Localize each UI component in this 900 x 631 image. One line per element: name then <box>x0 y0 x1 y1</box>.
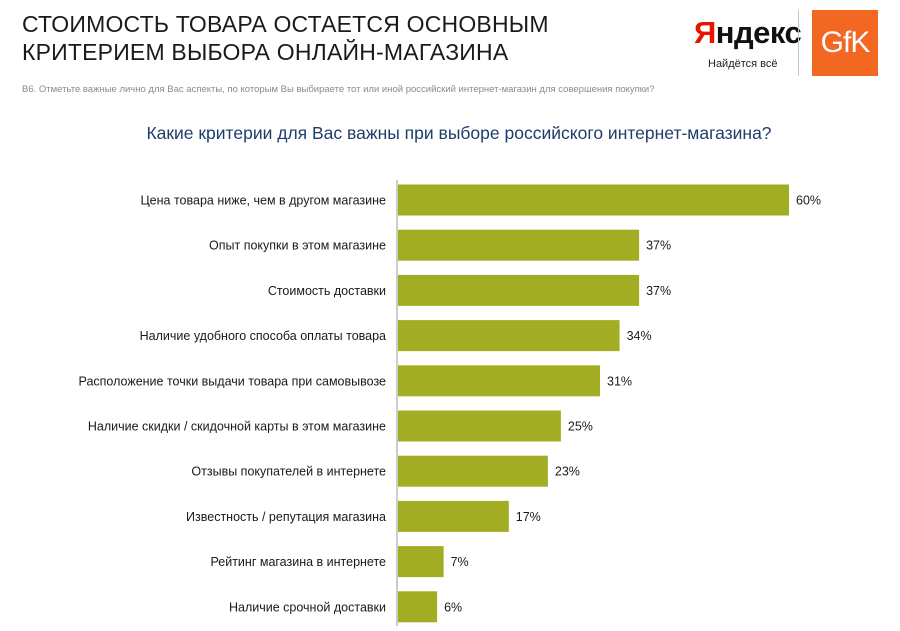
category-label: Наличие удобного способа оплаты товара <box>140 329 386 343</box>
bars-group: Цена товара ниже, чем в другом магазине 6… <box>79 184 821 623</box>
title-line-1: СТОИМОСТЬ ТОВАРА ОСТАЕТСЯ ОСНОВНЫМ <box>22 11 549 37</box>
category-label: Наличие скидки / скидочной карты в этом … <box>88 420 386 434</box>
question-note: B6. Отметьте важные лично для Вас аспект… <box>22 84 655 95</box>
yandex-first-letter: Я <box>694 15 716 50</box>
bar <box>398 274 640 306</box>
value-label: 23% <box>555 465 580 479</box>
slide-title: СТОИМОСТЬ ТОВАРА ОСТАЕТСЯ ОСНОВНЫМ КРИТЕ… <box>22 10 642 66</box>
yandex-tagline: Найдётся всё <box>708 58 778 70</box>
title-line-2: КРИТЕРИЕМ ВЫБОРА ОНЛАЙН-МАГАЗИНА <box>22 39 509 65</box>
value-label: 6% <box>444 600 462 614</box>
value-label: 34% <box>627 329 652 343</box>
category-label: Рейтинг магазина в интернете <box>210 555 386 569</box>
bar <box>398 320 620 352</box>
value-label: 25% <box>568 420 593 434</box>
value-label: 37% <box>646 239 671 253</box>
value-label: 31% <box>607 374 632 388</box>
bar <box>398 410 561 442</box>
category-label: Расположение точки выдачи товара при сам… <box>79 374 387 388</box>
bar <box>398 184 789 216</box>
value-label: 60% <box>796 194 821 208</box>
gfk-logo: GfK <box>812 10 878 76</box>
category-label: Наличие срочной доставки <box>229 600 386 614</box>
bar <box>398 229 640 261</box>
yandex-wordmark: Яндекс <box>694 15 802 51</box>
category-label: Стоимость доставки <box>268 284 386 298</box>
yandex-wordmark-rest: ндекс <box>715 15 802 50</box>
bar <box>398 546 444 578</box>
value-label: 37% <box>646 284 671 298</box>
chart-title: Какие критерии для Вас важны при выборе … <box>146 123 771 143</box>
category-label: Цена товара ниже, чем в другом магазине <box>140 194 386 208</box>
bar <box>398 365 601 397</box>
logo-divider <box>798 10 799 76</box>
value-label: 7% <box>451 555 469 569</box>
bar <box>398 500 509 532</box>
bar <box>398 591 438 623</box>
category-label: Отзывы покупателей в интернете <box>191 465 386 479</box>
value-label: 17% <box>516 510 541 524</box>
yandex-logo: Яндекс Найдётся всё <box>694 15 802 75</box>
category-label: Известность / репутация магазина <box>186 510 386 524</box>
category-label: Опыт покупки в этом магазине <box>209 239 386 253</box>
bar <box>398 455 548 487</box>
